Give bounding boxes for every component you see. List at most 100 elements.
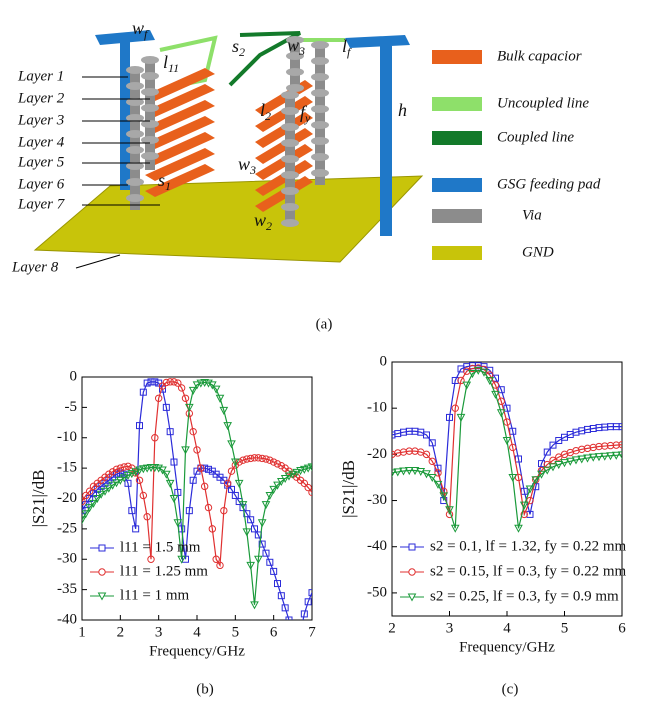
data-point — [508, 473, 518, 483]
data-point — [124, 462, 132, 471]
data-point — [281, 604, 289, 612]
data-point — [428, 457, 436, 465]
dimension-subscript: 2 — [239, 45, 245, 59]
data-point — [105, 470, 113, 478]
data-point — [220, 506, 228, 515]
data-point — [85, 504, 95, 513]
data-point — [262, 455, 270, 463]
data-point — [127, 470, 137, 479]
data-point — [411, 447, 419, 455]
data-point — [404, 467, 414, 476]
caption: (b) — [196, 681, 214, 697]
data-point — [434, 464, 442, 472]
data-point — [502, 437, 512, 446]
via-pad — [141, 152, 159, 160]
data-point — [288, 470, 298, 479]
x-tick-label: 1 — [78, 624, 86, 640]
data-point — [294, 647, 300, 653]
data-point — [565, 457, 575, 466]
via-pad — [141, 136, 159, 144]
data-point — [485, 376, 495, 386]
data-point — [170, 458, 178, 466]
data-point — [154, 394, 163, 402]
dimension-subscript: 2 — [265, 109, 271, 123]
data-point — [116, 469, 124, 477]
data-point — [304, 483, 312, 492]
data-point — [135, 476, 144, 484]
legend-marker — [97, 592, 107, 601]
data-point — [423, 431, 430, 439]
layer-label: Layer 1 — [17, 68, 64, 84]
data-point — [151, 378, 159, 386]
data-point — [138, 465, 148, 474]
via-pad — [126, 178, 144, 186]
data-point — [457, 376, 465, 385]
dimension-symbol: f — [300, 102, 308, 122]
x-tick-label: 2 — [117, 624, 125, 640]
data-point — [503, 404, 511, 412]
dimension-subscript: f — [144, 27, 149, 41]
dimension-label: l11 — [163, 52, 179, 75]
legend-label: l11 = 1.25 mm — [120, 563, 208, 579]
data-point — [440, 487, 448, 496]
data-point — [308, 488, 312, 497]
legend-label: Uncoupled line — [497, 95, 589, 111]
data-point — [119, 474, 129, 483]
x-tick-label: 5 — [561, 620, 569, 636]
via-pad — [311, 137, 329, 145]
data-point — [136, 422, 143, 430]
data-point — [308, 589, 312, 597]
data-point — [270, 567, 278, 575]
capacitor-plate — [145, 116, 215, 149]
data-point — [554, 461, 564, 470]
layer-label: Layer 8 — [11, 259, 59, 275]
series-line — [82, 381, 312, 605]
data-point — [440, 497, 448, 505]
data-point — [433, 480, 443, 489]
data-point — [162, 378, 171, 387]
via-pad — [311, 41, 329, 49]
data-point — [238, 501, 248, 510]
data-point — [479, 368, 489, 377]
caption: (c) — [502, 681, 519, 697]
x-axis-label: Frequency/GHz — [459, 639, 555, 655]
legend-swatch — [432, 131, 482, 145]
data-point — [193, 446, 201, 454]
data-point — [300, 610, 308, 618]
data-point — [231, 491, 239, 499]
data-point — [82, 491, 90, 500]
via-pad — [281, 107, 299, 115]
structure-diagram — [33, 30, 424, 263]
y-tick-label: -20 — [367, 446, 387, 462]
dimension-subscript: y — [304, 111, 311, 125]
data-point — [285, 616, 293, 620]
data-point — [405, 447, 413, 455]
data-point — [143, 379, 151, 387]
capacitor-plate — [255, 96, 313, 132]
data-point — [189, 427, 197, 436]
data-point — [219, 406, 229, 415]
data-point — [462, 381, 472, 390]
data-point — [177, 555, 187, 564]
via-pad — [126, 114, 144, 122]
data-point — [266, 558, 274, 566]
data-point — [304, 598, 312, 606]
data-point — [212, 555, 220, 563]
data-point — [230, 458, 240, 467]
x-tick-label: 4 — [503, 620, 511, 636]
data-point — [583, 444, 592, 453]
data-point — [273, 460, 282, 468]
via-pad — [281, 155, 299, 163]
data-point — [277, 592, 285, 600]
data-point — [296, 467, 305, 476]
x-tick-label: 4 — [193, 624, 201, 640]
y-tick-label: -10 — [57, 429, 77, 445]
data-point — [112, 465, 121, 474]
layer-label: Layer 5 — [17, 154, 65, 170]
data-point — [618, 423, 622, 431]
data-point — [223, 479, 232, 488]
data-point — [254, 454, 263, 462]
series-line — [82, 381, 312, 568]
capacitor-plate — [255, 128, 313, 164]
data-point — [600, 452, 610, 461]
